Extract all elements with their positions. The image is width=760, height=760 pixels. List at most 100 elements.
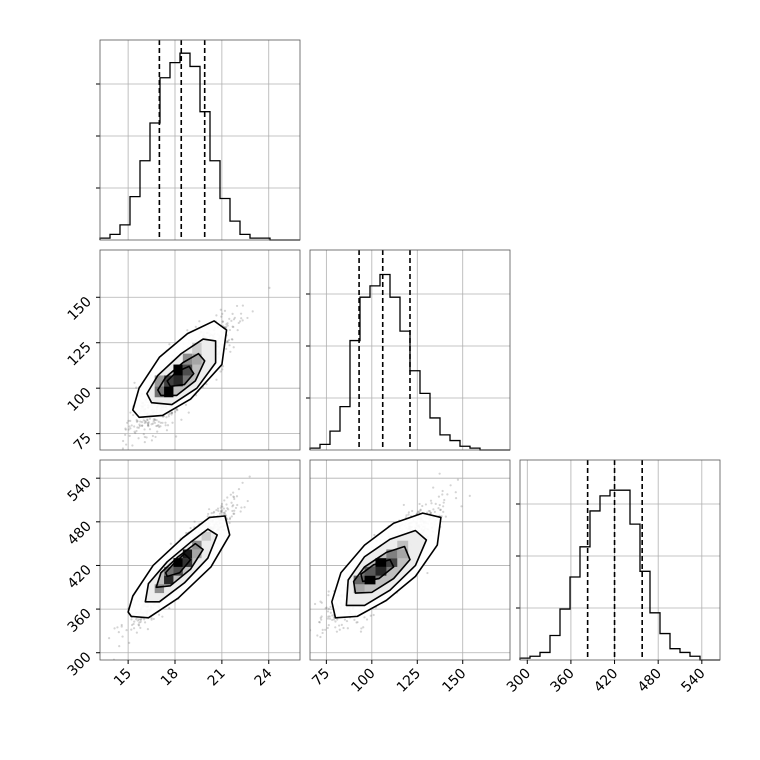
- scatter-point: [227, 338, 231, 342]
- scatter-point: [198, 320, 201, 323]
- scatter-point: [223, 512, 227, 515]
- scatter-point: [232, 491, 235, 494]
- scatter-point: [143, 621, 147, 624]
- scatter-point: [221, 365, 225, 368]
- x-tick-label: 100: [348, 666, 378, 696]
- scatter-point: [152, 617, 155, 621]
- scatter-point: [164, 421, 167, 424]
- scatter-point: [241, 481, 244, 484]
- scatter-point: [359, 630, 363, 633]
- scatter-point: [226, 496, 229, 499]
- hist-panel-2: [516, 459, 721, 661]
- scatter-point: [169, 542, 172, 545]
- scatter-point: [232, 318, 236, 321]
- scatter-point: [233, 497, 236, 501]
- scatter-point: [137, 426, 140, 429]
- scatter-point: [237, 321, 240, 325]
- density-cell: [386, 549, 398, 559]
- scatter-point: [220, 504, 223, 508]
- scatter-point: [454, 497, 458, 500]
- scatter-point: [168, 412, 172, 415]
- scatter-point: [326, 617, 330, 620]
- scatter-point: [327, 590, 330, 593]
- scatter-point: [129, 427, 132, 430]
- y-tick-label: 75: [71, 430, 95, 454]
- scatter-point: [165, 429, 169, 432]
- contour-line: [352, 545, 411, 594]
- scatter-point: [449, 484, 452, 487]
- scatter-point: [146, 424, 150, 427]
- density-cell: [173, 375, 183, 387]
- contour-line: [144, 528, 218, 603]
- scatter-point: [219, 506, 222, 509]
- scatter-point: [128, 641, 131, 644]
- scatter-point: [228, 518, 231, 521]
- scatter-point: [338, 624, 341, 627]
- scatter-point: [442, 501, 445, 504]
- scatter-point: [411, 509, 414, 513]
- scatter-point: [131, 444, 134, 447]
- scatter-point: [235, 304, 239, 308]
- density-cell: [397, 549, 409, 559]
- scatter-point: [135, 420, 139, 423]
- scatter-point: [141, 424, 144, 427]
- scatter-point: [438, 472, 441, 475]
- scatter-point: [132, 413, 135, 417]
- scatter-point: [122, 439, 125, 443]
- scatter-point: [230, 338, 233, 341]
- scatter-point: [206, 515, 209, 518]
- scatter-point: [407, 511, 410, 514]
- scatter-point: [225, 503, 228, 506]
- scatter-point: [146, 419, 149, 422]
- scatter-point: [159, 421, 162, 424]
- scatter-point: [148, 428, 152, 431]
- scatter-point: [184, 403, 188, 406]
- scatter-point: [231, 312, 234, 315]
- scatter-point: [184, 531, 188, 535]
- scatter-point: [147, 424, 150, 427]
- scatter-point: [223, 499, 226, 502]
- scatter-point: [454, 491, 457, 494]
- density-cell: [192, 353, 202, 365]
- scatter-point: [231, 509, 234, 513]
- scatter-point: [226, 341, 229, 344]
- scatter-point: [432, 508, 435, 511]
- scatter-point: [147, 425, 150, 428]
- scatter-point: [231, 325, 234, 328]
- scatter-point: [231, 338, 234, 341]
- scatter-point: [230, 501, 233, 504]
- y-tick-label: 125: [65, 339, 95, 369]
- scatter-point: [234, 506, 238, 510]
- scatter-point: [427, 509, 430, 513]
- scatter-point: [418, 510, 421, 513]
- scatter-point: [246, 499, 249, 503]
- scatter-point: [326, 626, 329, 630]
- scatter-point: [334, 626, 337, 629]
- scatter-point: [186, 329, 189, 332]
- panel-frame: [99, 249, 301, 451]
- scatter-point: [236, 503, 239, 507]
- scatter-point: [222, 507, 226, 510]
- scatter-point: [456, 478, 460, 481]
- scatter-point: [136, 420, 139, 423]
- scatter-point: [120, 625, 123, 628]
- scatter-point: [216, 507, 220, 510]
- scatter-point: [155, 418, 158, 422]
- scatter-point: [460, 505, 463, 508]
- contour-line: [331, 512, 442, 619]
- scatter-point: [146, 628, 150, 631]
- scatter-point: [130, 628, 133, 631]
- scatter-point: [139, 620, 142, 623]
- scatter-point: [432, 486, 435, 489]
- scatter-point: [150, 616, 153, 620]
- scatter-point: [402, 503, 405, 507]
- scatter-point: [233, 512, 236, 515]
- scatter-point: [147, 421, 150, 424]
- scatter-point: [210, 512, 213, 515]
- pair-panel-1-0: [100, 250, 300, 450]
- scatter-point: [225, 323, 228, 326]
- scatter-point: [233, 509, 236, 512]
- scatter-point: [223, 309, 227, 312]
- scatter-point: [212, 511, 215, 514]
- scatter-point: [225, 325, 228, 329]
